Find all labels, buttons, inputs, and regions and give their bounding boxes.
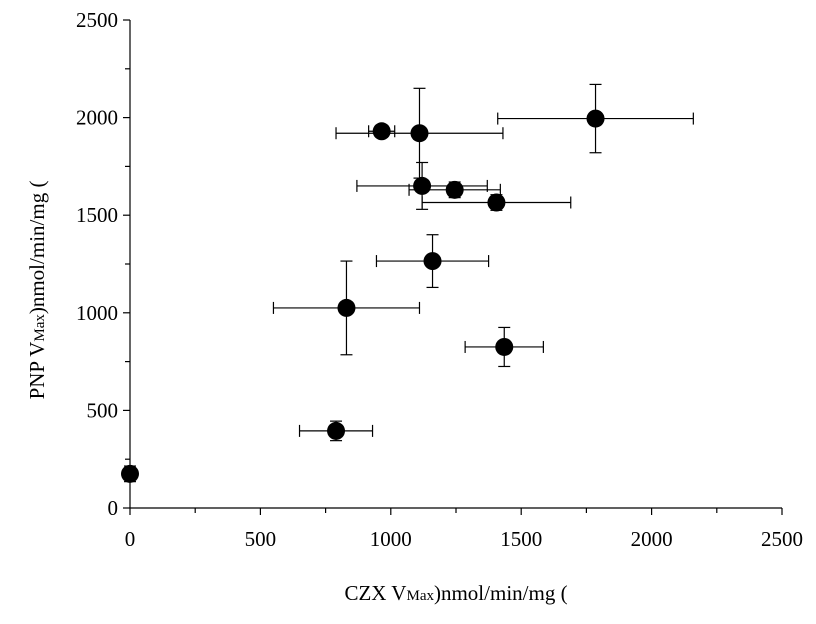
y-tick-label: 0 bbox=[108, 496, 119, 520]
y-tick-label: 2000 bbox=[76, 106, 118, 130]
x-tick-label: 500 bbox=[245, 527, 277, 551]
x-tick-label: 1500 bbox=[500, 527, 542, 551]
data-point bbox=[445, 180, 464, 199]
x-axis-ticks: 0 500 1000 1500 2000 2500 bbox=[125, 508, 803, 551]
y-axis-title-subscript: Max bbox=[32, 314, 48, 342]
x-axis-title: CZX VMax)nmol/min/mg ( bbox=[344, 581, 567, 605]
y-axis-title-prefix: PNP V bbox=[25, 342, 49, 400]
data-point bbox=[586, 109, 605, 128]
data-point bbox=[372, 122, 391, 141]
y-tick-label: 1500 bbox=[76, 203, 118, 227]
error-bars bbox=[124, 83, 694, 483]
y-tick-label: 2500 bbox=[76, 8, 118, 32]
y-axis-title-suffix: )nmol/min/mg ( bbox=[25, 181, 49, 315]
x-tick-label: 1000 bbox=[370, 527, 412, 551]
x-tick-label: 2000 bbox=[631, 527, 673, 551]
data-point bbox=[327, 421, 346, 440]
plot-area bbox=[129, 20, 782, 509]
data-point bbox=[423, 252, 442, 271]
x-tick-label: 2500 bbox=[761, 527, 803, 551]
data-points bbox=[121, 109, 605, 483]
data-point bbox=[410, 124, 429, 143]
x-axis-title-prefix: CZX V bbox=[344, 581, 406, 605]
data-point bbox=[413, 176, 432, 195]
y-tick-label: 1000 bbox=[76, 301, 118, 325]
y-tick-label: 500 bbox=[87, 398, 119, 422]
y-axis-title: PNP VMax)nmol/min/mg ( bbox=[25, 181, 49, 400]
data-point bbox=[487, 193, 506, 212]
x-axis-title-subscript: Max bbox=[406, 588, 434, 604]
data-point bbox=[337, 298, 356, 317]
y-axis-ticks: 0 500 1000 1500 2000 2500 bbox=[76, 8, 130, 520]
x-tick-label: 0 bbox=[125, 527, 136, 551]
data-point bbox=[121, 464, 139, 483]
x-axis-title-suffix: )nmol/min/mg ( bbox=[434, 581, 568, 605]
data-point bbox=[495, 337, 514, 356]
